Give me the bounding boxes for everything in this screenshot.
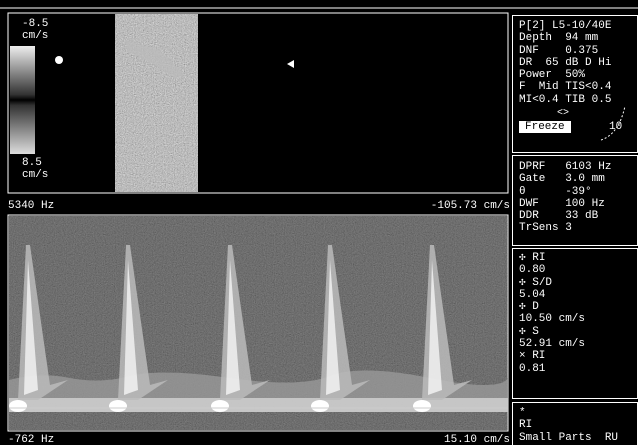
ultrasound-screen: -8.5 cm/s 8.5 cm/s 5340 Hz -105.73 cm/s … [0,0,638,445]
panel-line: DDR 33 dB [519,210,611,222]
waveform-part [9,398,508,412]
panel-line: DNF 0.375 [519,45,611,57]
panel-line: Small Parts RU [519,432,618,444]
spectrum-bottom-right: 15.10 cm/s [444,434,510,445]
panel-line: ✣ RI [519,252,585,264]
panel-line: 5.04 [519,289,585,301]
scale-bottom-unit: cm/s [22,169,48,181]
panel-line: Power 50% [519,69,611,81]
gain-curve [599,104,629,144]
panel-line: DPRF 6103 Hz [519,161,611,173]
waveform-part [413,400,431,412]
focus-marker [287,60,294,68]
marker-dot [55,56,63,64]
panel-line: ✣ D [519,301,585,313]
scale-bottom: 8.5 [22,157,42,169]
panel-line: × RI [519,350,585,362]
panel-line: 0.81 [519,363,585,375]
waveform-part [9,400,27,412]
waveform-part [211,400,229,412]
panel-line: 10.50 cm/s [519,313,585,325]
panel-line: θ -39° [519,186,611,198]
panel-line: F Mid TIS<0.4 [519,81,611,93]
scale-top: -8.5 [22,18,48,30]
panel-line: ✣ S [519,326,585,338]
prf-label: 5340 Hz [8,200,54,212]
panel-line: DWF 100 Hz [519,198,611,210]
image-frame [8,13,508,193]
panel-line: RI [519,419,618,431]
scale-top-unit: cm/s [22,30,48,42]
waveform-part [311,400,329,412]
panel-line: Gate 3.0 mm [519,173,611,185]
panel-line: DR 65 dB D Hi [519,57,611,69]
panel-line: P[2] L5-10/40E [519,20,611,32]
panel-line: TrSens 3 [519,222,611,234]
spectrum-bottom-left: -762 Hz [8,434,54,445]
panel-line: 0.80 [519,264,585,276]
arrows: <> [557,108,569,120]
freeze-button[interactable]: Freeze [519,121,571,133]
velocity-label: -105.73 cm/s [431,200,510,212]
panel-line: * [519,407,618,419]
panel-line: 52.91 cm/s [519,338,585,350]
panel-line: Depth 94 mm [519,32,611,44]
waveform-part [109,400,127,412]
panel-line: MI<0.4 TIB 0.5 [519,94,611,106]
panel-line: ✣ S/D [519,277,585,289]
color-bar [10,46,35,154]
